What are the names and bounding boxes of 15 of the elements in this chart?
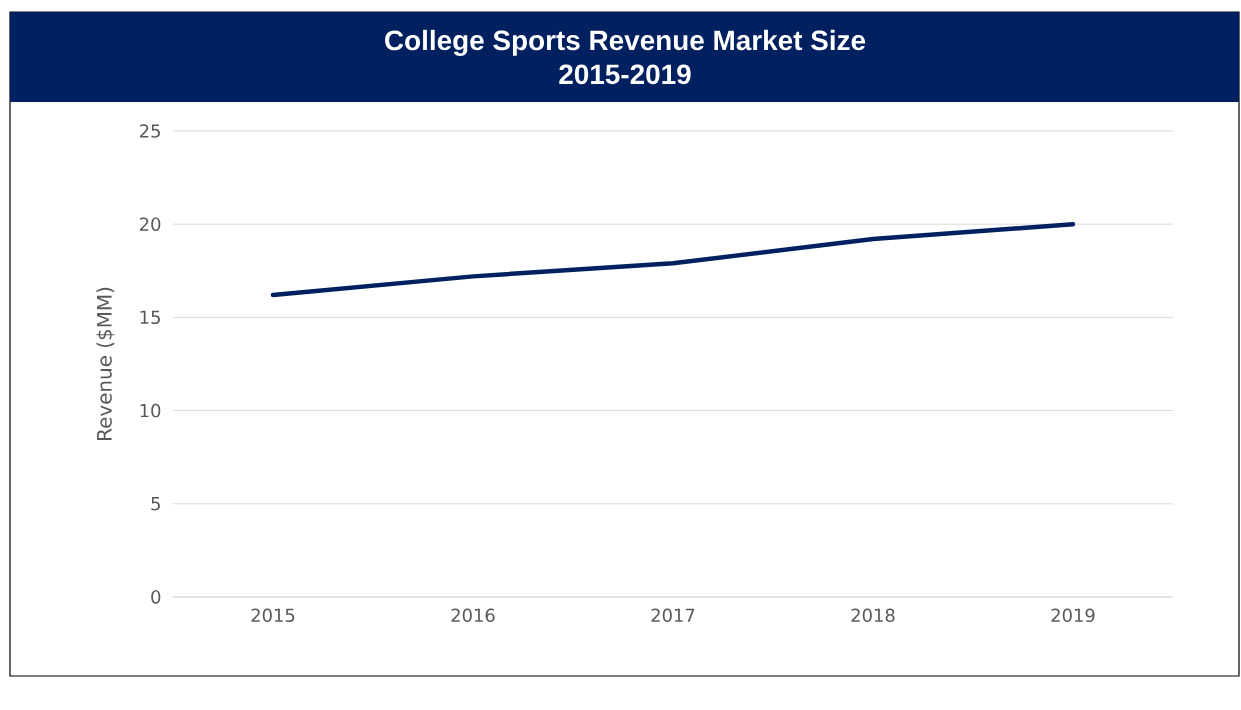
x-tick-label: 2017 (651, 608, 695, 623)
line-series (270, 221, 1076, 298)
chart-subtitle: 2015-2019 (559, 64, 691, 85)
y-tick-label: 15 (140, 310, 160, 325)
x-tick-label: 2016 (451, 608, 495, 623)
y-tick-label: 25 (139, 124, 160, 138)
y-tick-label: 20 (139, 217, 161, 231)
y-tick-label: 0 (151, 590, 161, 604)
x-tick-label: 2015 (251, 608, 295, 623)
x-tick-label: 2019 (1051, 608, 1095, 623)
y-axis-title: Revenue ($MM) (96, 287, 115, 440)
x-tick-label: 2018 (851, 608, 895, 623)
y-tick-label: 5 (151, 497, 160, 511)
chart-title: College Sports Revenue Market Size (385, 29, 866, 56)
y-tick-label: 10 (140, 403, 161, 418)
